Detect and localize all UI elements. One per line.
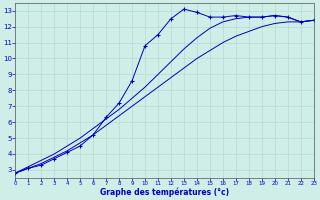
X-axis label: Graphe des températures (°c): Graphe des températures (°c): [100, 188, 229, 197]
